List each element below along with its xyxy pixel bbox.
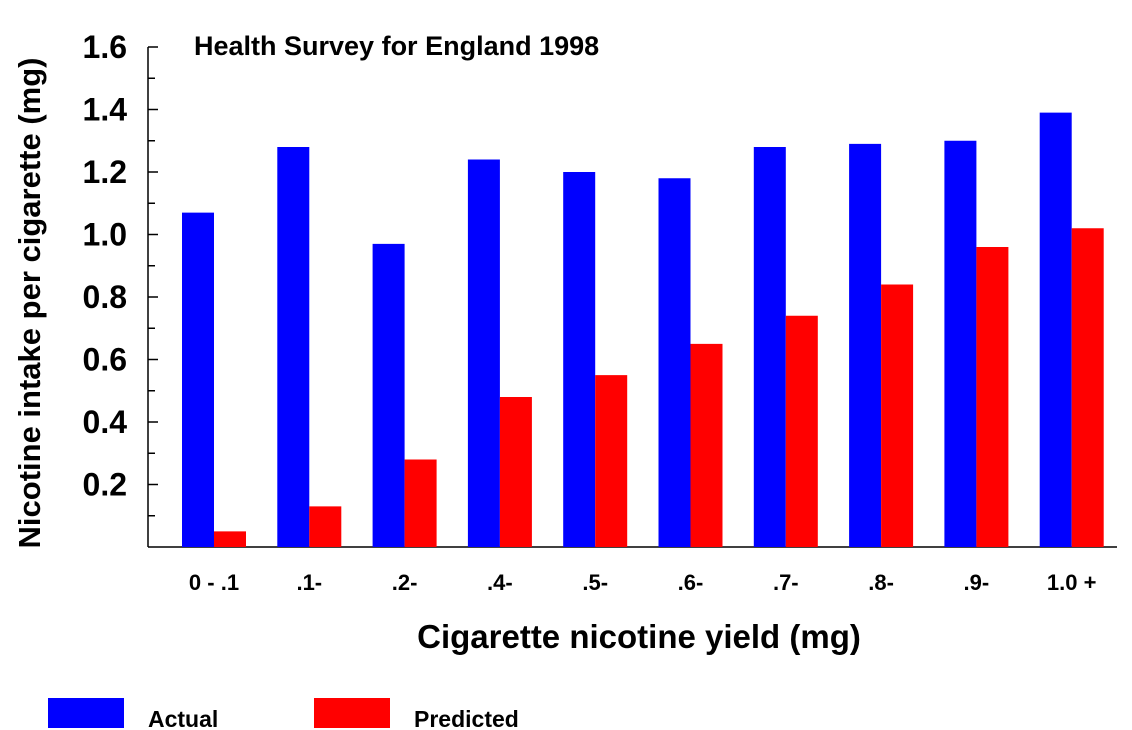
bar-actual	[563, 172, 596, 547]
x-tick-label: .9-	[964, 570, 990, 595]
bar-actual	[944, 140, 977, 547]
bars	[182, 112, 1104, 547]
bar-predicted	[309, 506, 342, 547]
bar-actual	[1039, 112, 1072, 547]
y-tick-label: 1.2	[83, 154, 127, 190]
x-axis-label: Cigarette nicotine yield (mg)	[417, 618, 861, 655]
bar-actual	[658, 178, 691, 547]
bar-actual	[372, 243, 405, 547]
bar-predicted	[1071, 228, 1104, 547]
y-tick-label: 0.4	[83, 404, 128, 440]
x-tick-label: .6-	[678, 570, 704, 595]
y-tick-label: 1.0	[83, 217, 127, 253]
x-tick-label: .2-	[392, 570, 418, 595]
y-tick-label: 0.8	[83, 279, 127, 315]
legend-swatch-actual	[48, 698, 124, 728]
y-tick-label: 1.4	[83, 92, 128, 128]
bar-predicted	[785, 315, 818, 547]
legend-label-predicted: Predicted	[414, 706, 519, 730]
bar-actual	[182, 212, 214, 547]
bar-actual	[849, 143, 882, 547]
x-tick-label: .5-	[582, 570, 608, 595]
chart-title: Health Survey for England 1998	[194, 31, 599, 61]
bar-predicted	[595, 375, 628, 547]
legend-swatch-predicted	[314, 698, 390, 728]
x-tick-label: 0 - .1	[189, 570, 239, 595]
y-tick-labels: 0.2 0.4 0.6 0.8 1.0 1.2 1.4 1.6	[83, 29, 128, 503]
bar-actual	[753, 147, 786, 547]
bar-predicted	[690, 343, 723, 547]
x-tick-label: 1.0 +	[1047, 570, 1097, 595]
x-tick-label: .1-	[296, 570, 322, 595]
legend: Actual Predicted	[48, 698, 519, 730]
bar-actual	[277, 147, 310, 547]
bar-predicted	[976, 247, 1009, 547]
legend-label-actual: Actual	[148, 706, 218, 730]
x-tick-labels: 0 - .1 .1- .2- .4- .5- .6- .7- .8- .9- 1.0 +	[189, 570, 1097, 595]
bar-predicted	[214, 531, 246, 547]
bar-actual	[467, 159, 500, 547]
x-tick-label: .8-	[868, 570, 894, 595]
x-tick-label: .4-	[487, 570, 513, 595]
bar-predicted	[881, 284, 914, 547]
bar-predicted	[404, 459, 437, 547]
y-tick-label: 1.6	[83, 29, 127, 65]
y-tick-label: 0.2	[83, 467, 127, 503]
y-tick-label: 0.6	[83, 342, 127, 378]
bar-predicted	[499, 397, 532, 547]
x-tick-label: .7-	[773, 570, 799, 595]
y-axis-label: Nicotine intake per cigarette (mg)	[12, 58, 47, 549]
